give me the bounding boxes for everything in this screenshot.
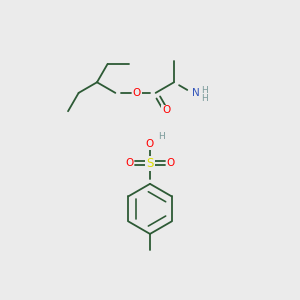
Text: H: H [158,132,165,141]
Text: O: O [167,158,175,168]
Text: S: S [146,157,154,170]
Text: O: O [125,158,134,168]
Text: O: O [162,105,170,116]
Text: N: N [192,88,200,98]
Text: H: H [201,94,208,103]
Text: O: O [132,88,141,98]
Text: O: O [146,139,154,149]
Text: H: H [201,86,208,95]
